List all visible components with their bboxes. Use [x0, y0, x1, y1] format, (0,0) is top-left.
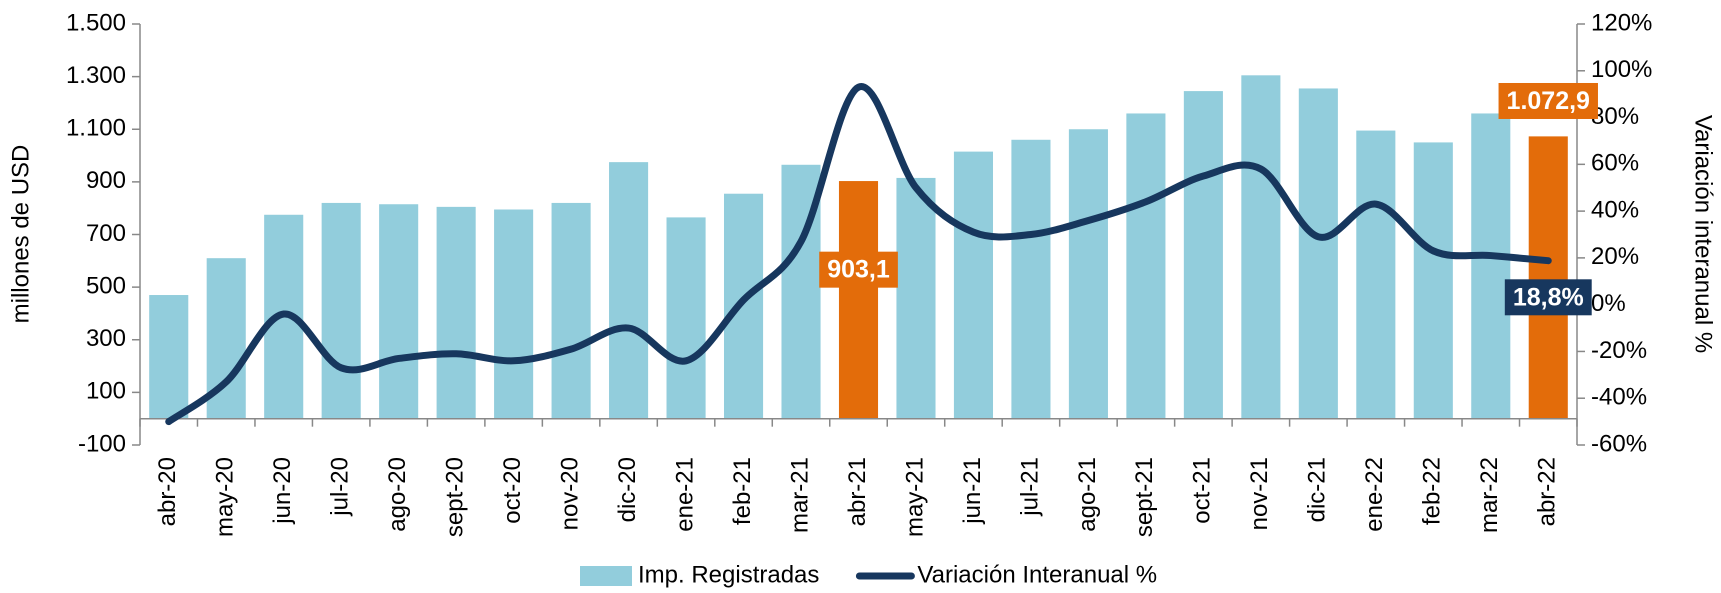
y2-tick-label: -20%: [1591, 337, 1647, 364]
x-tick-label: mar-21: [786, 457, 813, 533]
x-tick-label: dic-20: [614, 457, 641, 522]
bar: [1241, 75, 1281, 419]
bar: [723, 193, 764, 419]
x-tick-label: ago-20: [384, 457, 411, 532]
bar: [1183, 91, 1223, 419]
bar: [321, 202, 361, 419]
x-tick-label: dic-21: [1304, 457, 1331, 522]
x-tick-label: abr-20: [154, 457, 181, 526]
y2-tick-label: 120%: [1591, 9, 1652, 36]
bar: [379, 204, 419, 419]
bar: [149, 295, 189, 419]
x-tick-label: abr-22: [1534, 457, 1561, 526]
x-tick-label: jul-21: [1016, 457, 1043, 517]
x-tick-label: may-21: [901, 457, 928, 537]
bar: [1298, 88, 1338, 419]
y2-tick-label: 80%: [1591, 103, 1639, 130]
y-tick-label: 1.500: [66, 9, 126, 36]
y-tick-label: 1.100: [66, 115, 126, 142]
data-label-box: [819, 251, 898, 288]
x-tick-label: jun-21: [959, 457, 986, 525]
bar: [953, 151, 994, 419]
bar: [1068, 129, 1108, 419]
bar: [551, 202, 591, 419]
bar: [436, 206, 476, 419]
bar: [896, 177, 936, 419]
y-tick-label: 500: [86, 272, 126, 299]
y-axis-title: millones de USD: [7, 145, 34, 324]
line: [165, 83, 1552, 426]
data-label: 903,1: [827, 256, 890, 284]
y-tick-label: 300: [86, 325, 126, 352]
y-tick-label: -100: [78, 430, 126, 457]
x-tick-label: nov-21: [1246, 457, 1273, 530]
bar: [1356, 130, 1396, 419]
x-tick-label: may-20: [212, 457, 239, 537]
y-tick-label: 900: [86, 167, 126, 194]
x-tick-label: sept-21: [1131, 457, 1158, 537]
x-tick-label: ago-21: [1074, 457, 1101, 532]
y2-tick-label: 60%: [1591, 150, 1639, 177]
x-tick-label: sept-20: [441, 457, 468, 537]
x-tick-label: oct-21: [1189, 457, 1216, 524]
y2-tick-label: 0%: [1591, 290, 1626, 317]
bar: [1011, 139, 1051, 419]
x-tick-label: oct-20: [499, 457, 526, 524]
bar: [666, 217, 706, 419]
legend-label: Imp. Registradas: [638, 561, 819, 588]
data-label-box: [1504, 279, 1592, 316]
bar: [1413, 142, 1453, 419]
data-label: 1.072,9: [1507, 87, 1590, 115]
y2-tick-label: -60%: [1591, 430, 1647, 457]
y2-axis-title: Variación interanual %: [1690, 115, 1717, 353]
x-tick-label: feb-22: [1419, 457, 1446, 525]
x-tick-label: jun-20: [269, 457, 296, 525]
y-tick-label: 700: [86, 220, 126, 247]
x-tick-label: mar-22: [1476, 457, 1503, 533]
bar: [1528, 136, 1568, 419]
x-tick-label: nov-20: [556, 457, 583, 530]
y2-tick-label: 20%: [1591, 243, 1639, 270]
bar: [609, 162, 649, 419]
y2-tick-label: -40%: [1591, 384, 1647, 411]
y-tick-label: 1.300: [66, 62, 126, 89]
bar: [1471, 113, 1511, 419]
x-tick-label: jul-20: [327, 457, 354, 517]
y-tick-label: 100: [86, 378, 126, 405]
bar: [1126, 113, 1166, 419]
x-tick-label: ene-22: [1361, 457, 1388, 532]
y2-tick-label: 40%: [1591, 196, 1639, 223]
legend-swatch: [580, 566, 632, 586]
x-tick-label: abr-21: [844, 457, 871, 526]
x-tick-label: feb-21: [729, 457, 756, 525]
x-tick-label: ene-21: [671, 457, 698, 532]
legend-label: Variación Interanual %: [917, 561, 1157, 588]
bar: [494, 209, 534, 419]
bar: [838, 181, 879, 419]
y2-tick-label: 100%: [1591, 56, 1652, 83]
data-label-box: [1498, 82, 1598, 119]
data-label: 18,8%: [1513, 283, 1584, 311]
